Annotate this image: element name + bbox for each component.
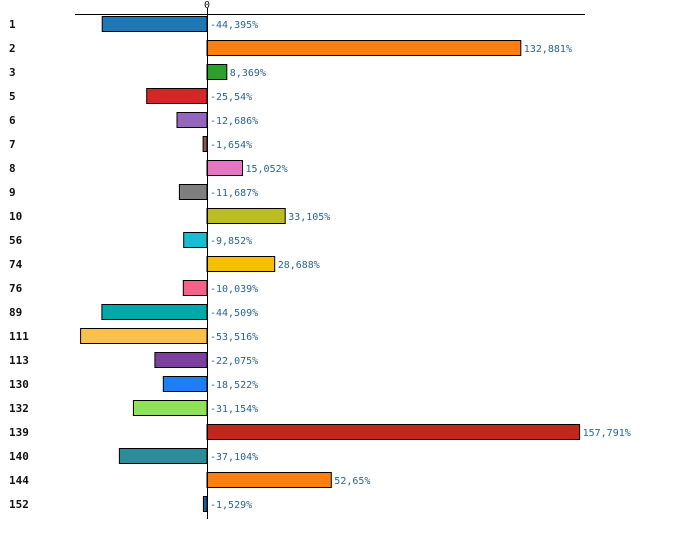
category-label-139: 139: [9, 426, 29, 439]
bar-144: [206, 472, 332, 488]
category-label-74: 74: [9, 258, 23, 271]
bar-5: [146, 88, 208, 104]
category-label-5: 5: [9, 90, 16, 103]
value-label-152: -1,529%: [210, 500, 252, 511]
bar-3: [206, 64, 228, 80]
value-label-9: -11,687%: [210, 188, 258, 199]
bar-113: [154, 352, 208, 368]
bar-10: [206, 208, 286, 224]
bar-2: [206, 40, 522, 56]
category-label-111: 111: [9, 330, 29, 343]
category-label-132: 132: [9, 402, 29, 415]
bar-111: [80, 328, 208, 344]
value-label-89: -44,509%: [210, 308, 258, 319]
bar-9: [178, 184, 208, 200]
category-label-10: 10: [9, 210, 22, 223]
value-label-56: -9,852%: [210, 236, 252, 247]
category-label-1: 1: [9, 18, 16, 31]
category-label-7: 7: [9, 138, 16, 151]
bar-7: [202, 136, 208, 152]
bar-8: [206, 160, 243, 176]
bar-89: [101, 304, 208, 320]
category-label-56: 56: [9, 234, 23, 247]
bar-152: [202, 496, 208, 512]
category-label-113: 113: [9, 354, 29, 367]
value-label-10: 33,105%: [288, 212, 330, 223]
bar-139: [206, 424, 581, 440]
category-label-8: 8: [9, 162, 16, 175]
value-label-2: 132,881%: [524, 44, 572, 55]
value-label-3: 8,369%: [230, 68, 266, 79]
category-label-89: 89: [9, 306, 22, 319]
value-label-140: -37,104%: [210, 452, 258, 463]
bar-74: [206, 256, 276, 272]
category-label-2: 2: [9, 42, 16, 55]
value-label-5: -25,54%: [210, 92, 252, 103]
category-label-130: 130: [9, 378, 29, 391]
category-label-76: 76: [9, 282, 23, 295]
value-label-130: -18,522%: [210, 380, 258, 391]
category-label-140: 140: [9, 450, 29, 463]
value-label-76: -10,039%: [210, 284, 258, 295]
bar-1: [101, 16, 208, 32]
bar-132: [132, 400, 208, 416]
category-label-3: 3: [9, 66, 16, 79]
value-label-74: 28,688%: [278, 260, 320, 271]
category-label-6: 6: [9, 114, 16, 127]
bars-group: 1 -44,395% 2 132,881% 3 8,369% 5 -25,54% 6 -12,68…: [9, 16, 631, 512]
bar-6: [176, 112, 208, 128]
bar-56: [183, 232, 208, 248]
bar-130: [162, 376, 208, 392]
bar-76: [182, 280, 208, 296]
category-label-144: 144: [9, 474, 29, 487]
value-label-132: -31,154%: [210, 404, 258, 415]
value-label-144: 52,65%: [334, 476, 370, 487]
category-label-152: 152: [9, 498, 29, 511]
value-label-1: -44,395%: [210, 20, 258, 31]
value-label-6: -12,686%: [210, 116, 258, 127]
value-label-8: 15,052%: [246, 164, 288, 175]
value-label-111: -53,516%: [210, 332, 258, 343]
zero-tick-label: 0: [204, 0, 210, 11]
value-label-113: -22,075%: [210, 356, 258, 367]
bar-140: [118, 448, 208, 464]
value-label-139: 157,791%: [583, 428, 631, 439]
value-label-7: -1,654%: [210, 140, 252, 151]
category-label-9: 9: [9, 186, 16, 199]
